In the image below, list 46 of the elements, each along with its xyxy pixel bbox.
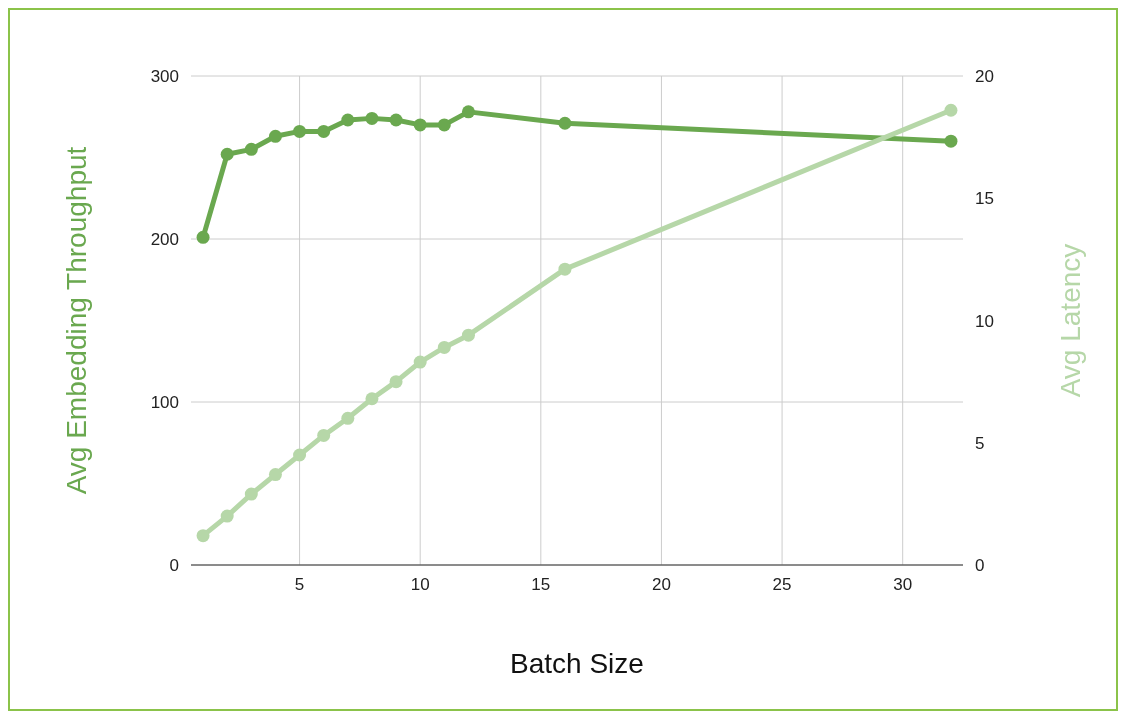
y2-axis-title: Avg Latency bbox=[1055, 243, 1086, 398]
x-tick-label: 30 bbox=[893, 575, 913, 594]
point bbox=[558, 262, 572, 276]
x-tick-label: 20 bbox=[651, 575, 671, 594]
point bbox=[317, 124, 331, 138]
point bbox=[389, 113, 403, 127]
point bbox=[220, 509, 234, 523]
x-tick-label: 25 bbox=[772, 575, 792, 594]
point bbox=[944, 103, 958, 117]
point bbox=[437, 340, 451, 354]
point bbox=[220, 147, 234, 161]
point bbox=[244, 142, 258, 156]
point bbox=[268, 129, 282, 143]
y2-tick-label: 15 bbox=[975, 189, 994, 209]
point bbox=[944, 134, 958, 148]
point bbox=[437, 118, 451, 132]
y2-tick-label: 10 bbox=[975, 311, 994, 331]
x-axis-title: Batch Size bbox=[510, 648, 644, 679]
point bbox=[461, 105, 475, 119]
point bbox=[317, 428, 331, 442]
y-tick-label: 300 bbox=[150, 67, 179, 86]
point bbox=[558, 116, 572, 130]
x-tick-label: 15 bbox=[531, 575, 551, 594]
x-tick-label: 10 bbox=[410, 575, 430, 594]
point bbox=[196, 230, 210, 244]
point bbox=[413, 355, 427, 369]
point bbox=[389, 375, 403, 389]
point bbox=[413, 118, 427, 132]
point bbox=[293, 124, 307, 138]
point bbox=[365, 392, 379, 406]
y-axis-title: Avg Embedding Throughput bbox=[61, 146, 92, 495]
point bbox=[461, 328, 475, 342]
point bbox=[341, 113, 355, 127]
point bbox=[365, 111, 379, 125]
y2-tick-label: 20 bbox=[975, 67, 994, 86]
y2-tick-label: 0 bbox=[975, 556, 985, 575]
point bbox=[293, 448, 307, 462]
y2-tick-label: 5 bbox=[975, 433, 985, 453]
point bbox=[341, 411, 355, 425]
point bbox=[196, 529, 210, 543]
y-tick-label: 0 bbox=[169, 556, 179, 575]
y-tick-label: 200 bbox=[150, 230, 179, 249]
point bbox=[244, 487, 258, 501]
point bbox=[268, 468, 282, 482]
y-tick-label: 100 bbox=[150, 393, 179, 412]
x-tick-label: 5 bbox=[294, 575, 305, 594]
